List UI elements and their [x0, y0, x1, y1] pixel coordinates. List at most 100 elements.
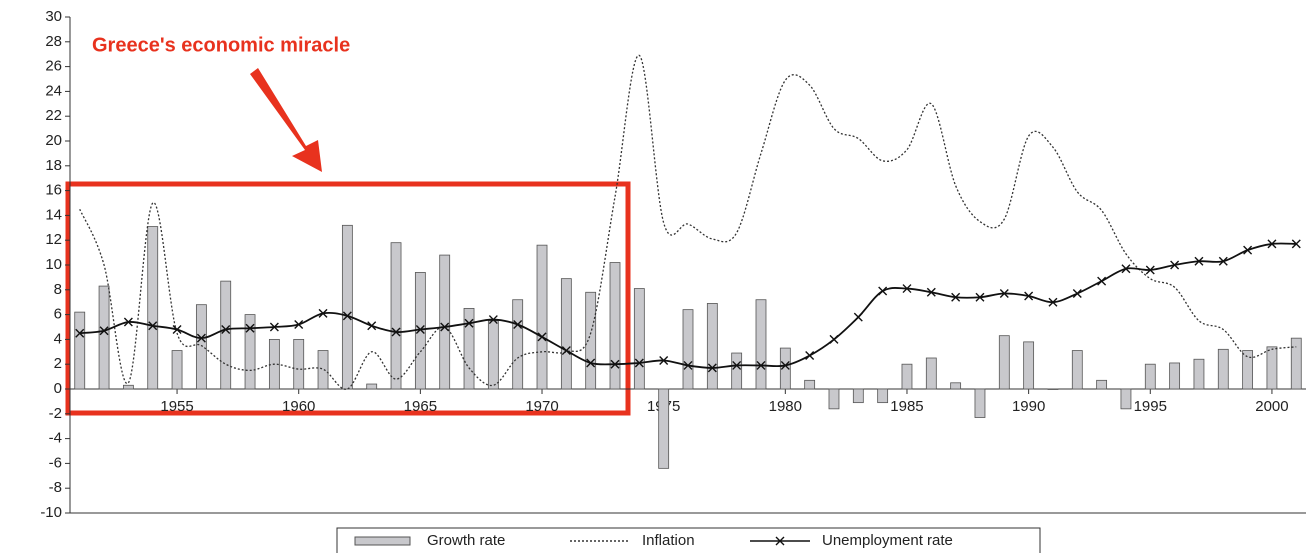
marker — [683, 360, 693, 370]
marker — [513, 320, 523, 330]
marker — [659, 355, 669, 365]
marker — [391, 327, 401, 337]
y-tick-label: -8 — [49, 479, 62, 496]
marker — [610, 359, 620, 369]
marker — [829, 334, 839, 344]
bar — [804, 379, 816, 390]
bar — [998, 335, 1010, 390]
x-tick-label: 2000 — [1255, 398, 1288, 415]
marker — [1267, 239, 1277, 249]
bar — [682, 309, 694, 390]
marker — [1024, 291, 1034, 301]
marker — [975, 292, 985, 302]
bar — [755, 299, 767, 390]
y-tick-label: 12 — [45, 231, 62, 248]
y-tick-label: -2 — [49, 405, 62, 422]
marker — [707, 363, 717, 373]
marker — [367, 321, 377, 331]
marker — [999, 289, 1009, 299]
bar — [950, 382, 962, 390]
bar — [706, 303, 718, 390]
marker — [805, 351, 815, 361]
marker — [123, 317, 133, 327]
legend-label: Growth rate — [427, 532, 505, 549]
annotation: Greece's economic miracle — [92, 34, 350, 56]
marker — [464, 318, 474, 328]
marker — [1048, 297, 1058, 307]
bar — [220, 280, 232, 390]
bar — [1047, 388, 1059, 390]
x-tick-label: 1990 — [1012, 398, 1045, 415]
y-tick-label: 0 — [54, 380, 62, 397]
bar — [439, 254, 451, 390]
marker — [1170, 260, 1180, 270]
marker — [269, 322, 279, 332]
marker — [853, 312, 863, 322]
x-tick-label: 1960 — [282, 398, 315, 415]
bar — [974, 388, 986, 418]
bar — [463, 307, 475, 390]
x-tick-label: 1985 — [890, 398, 923, 415]
legend — [336, 527, 1041, 553]
marker — [537, 332, 547, 342]
series-line — [79, 54, 1297, 390]
y-tick-label: 8 — [54, 281, 62, 298]
y-tick-label: 2 — [54, 355, 62, 372]
bar — [98, 285, 110, 390]
bar — [1144, 363, 1156, 390]
bar — [366, 383, 378, 390]
marker — [878, 286, 888, 296]
marker — [951, 292, 961, 302]
marker — [1121, 264, 1131, 274]
bar — [560, 278, 572, 390]
legend-label: Inflation — [642, 532, 695, 549]
bar — [293, 338, 305, 390]
bar — [633, 288, 645, 390]
marker — [415, 324, 425, 334]
bar — [1096, 379, 1108, 390]
bar — [1217, 348, 1229, 390]
bar — [1120, 388, 1132, 410]
y-tick-label: 22 — [45, 107, 62, 124]
x-tick-label: 1995 — [1134, 398, 1167, 415]
bar — [828, 388, 840, 410]
bar — [901, 363, 913, 390]
marker — [1218, 256, 1228, 266]
bar — [390, 242, 402, 390]
marker — [586, 358, 596, 368]
bar — [1290, 337, 1302, 390]
marker — [75, 328, 85, 338]
y-tick-label: -6 — [49, 454, 62, 471]
bar — [244, 314, 256, 390]
bar — [609, 262, 621, 390]
y-tick-label: 30 — [45, 8, 62, 25]
bar — [195, 304, 207, 390]
x-tick-label: 1965 — [404, 398, 437, 415]
marker — [318, 308, 328, 318]
marker — [488, 315, 498, 325]
marker — [902, 284, 912, 294]
bar — [1023, 341, 1035, 390]
highlight-box — [65, 181, 631, 416]
y-tick-label: 20 — [45, 132, 62, 149]
bar — [171, 350, 183, 390]
bar — [1242, 350, 1254, 390]
y-tick-label: 4 — [54, 330, 62, 347]
bar — [877, 388, 889, 404]
marker — [926, 287, 936, 297]
marker — [1145, 265, 1155, 275]
marker — [440, 322, 450, 332]
marker — [1072, 289, 1082, 299]
y-tick-label: 6 — [54, 306, 62, 323]
bar — [731, 352, 743, 390]
marker — [148, 321, 158, 331]
bar — [536, 244, 548, 390]
bar — [925, 357, 937, 390]
marker — [172, 324, 182, 334]
bar — [512, 299, 524, 390]
bar — [317, 350, 329, 390]
marker — [561, 346, 571, 356]
bar — [147, 226, 159, 390]
